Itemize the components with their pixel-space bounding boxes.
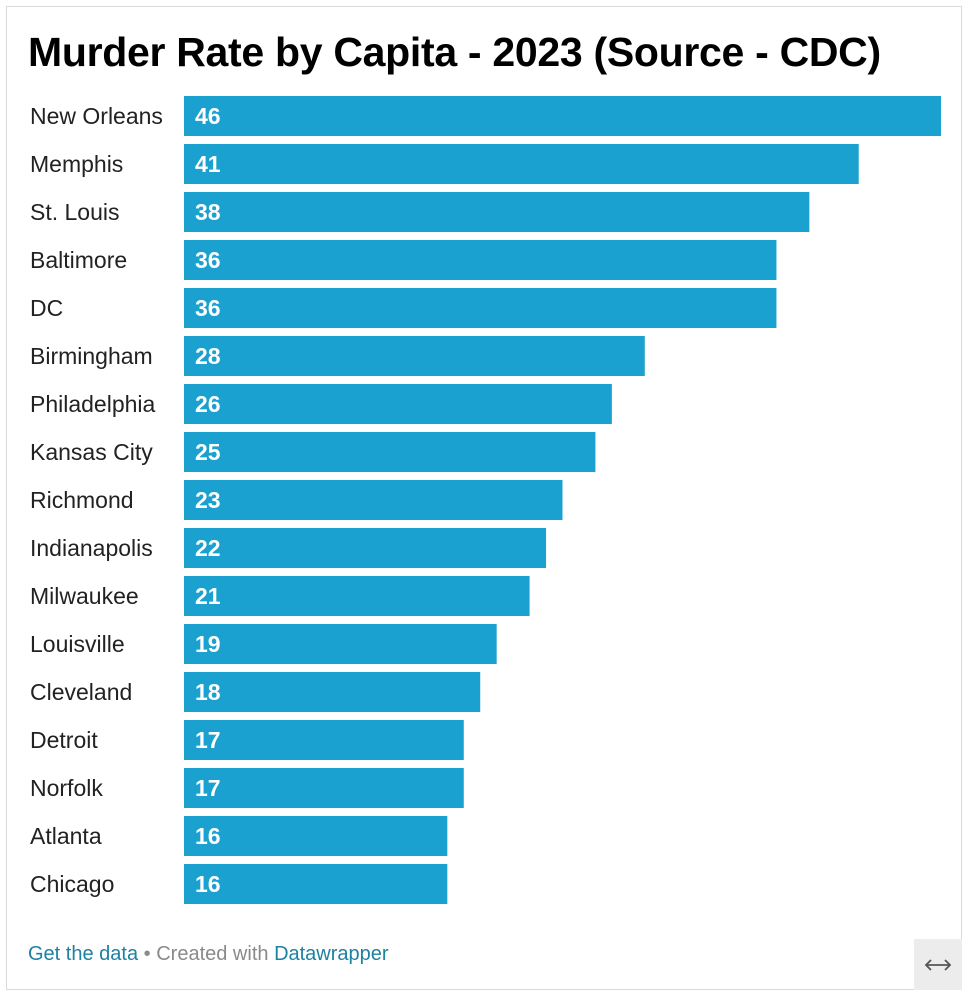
category-label-memphis: Memphis — [30, 151, 123, 177]
bar-philadelphia — [184, 384, 612, 424]
category-label-baltimore: Baltimore — [30, 247, 127, 273]
datawrapper-link[interactable]: Datawrapper — [274, 943, 389, 965]
value-label-chicago: 16 — [195, 871, 221, 897]
value-label-detroit: 17 — [195, 727, 221, 753]
bar-louisville — [184, 624, 497, 664]
bar-indianapolis — [184, 528, 547, 568]
chart-title: Murder Rate by Capita - 2023 (Source - C… — [28, 29, 881, 75]
created-with-text: Created with — [156, 943, 269, 965]
bar-baltimore — [184, 240, 777, 280]
value-label-philadelphia: 26 — [195, 391, 221, 417]
category-label-cleveland: Cleveland — [30, 679, 132, 705]
horizontal-resize-arrow-icon — [924, 958, 952, 971]
category-label-detroit: Detroit — [30, 727, 98, 753]
expand-button[interactable] — [914, 939, 962, 990]
category-label-dc: DC — [30, 295, 63, 321]
value-label-st-louis: 38 — [195, 199, 221, 225]
value-label-richmond: 23 — [195, 487, 221, 513]
category-label-norfolk: Norfolk — [30, 775, 103, 801]
bar-cleveland — [184, 672, 481, 712]
value-label-cleveland: 18 — [195, 679, 221, 705]
bar-atlanta — [184, 816, 448, 856]
category-label-birmingham: Birmingham — [30, 343, 153, 369]
bar-dc — [184, 288, 777, 328]
category-label-milwaukee: Milwaukee — [30, 583, 139, 609]
bar-birmingham — [184, 336, 645, 376]
category-label-chicago: Chicago — [30, 871, 114, 897]
value-label-kansas-city: 25 — [195, 439, 221, 465]
category-label-kansas-city: Kansas City — [30, 439, 153, 465]
footer-separator: • — [143, 943, 151, 965]
category-label-louisville: Louisville — [30, 631, 125, 657]
value-label-atlanta: 16 — [195, 823, 221, 849]
bar-detroit — [184, 720, 464, 760]
bar-memphis — [184, 144, 859, 184]
category-label-indianapolis: Indianapolis — [30, 535, 153, 561]
bar-richmond — [184, 480, 563, 520]
bar-new-orleans — [184, 96, 941, 136]
value-label-birmingham: 28 — [195, 343, 221, 369]
category-label-richmond: Richmond — [30, 487, 134, 513]
bar-kansas-city — [184, 432, 596, 472]
value-label-indianapolis: 22 — [195, 535, 221, 561]
category-label-atlanta: Atlanta — [30, 823, 102, 849]
value-label-memphis: 41 — [195, 151, 221, 177]
value-label-louisville: 19 — [195, 631, 221, 657]
value-label-dc: 36 — [195, 295, 221, 321]
value-label-norfolk: 17 — [195, 775, 221, 801]
bar-st-louis — [184, 192, 810, 232]
bar-chicago — [184, 864, 448, 904]
bar-norfolk — [184, 768, 464, 808]
category-label-philadelphia: Philadelphia — [30, 391, 156, 417]
bar-milwaukee — [184, 576, 530, 616]
bar-chart: New Orleans 46 Memphis 41 St. Louis 38 Baltimo… — [30, 96, 941, 904]
category-label-st-louis: St. Louis — [30, 199, 120, 225]
value-label-new-orleans: 46 — [195, 103, 221, 129]
category-label-new-orleans: New Orleans — [30, 103, 163, 129]
value-label-milwaukee: 21 — [195, 583, 221, 609]
chart-footer: Get the data • Created with Datawrapper — [28, 943, 389, 966]
value-label-baltimore: 36 — [195, 247, 221, 273]
get-the-data-link[interactable]: Get the data — [28, 943, 139, 965]
